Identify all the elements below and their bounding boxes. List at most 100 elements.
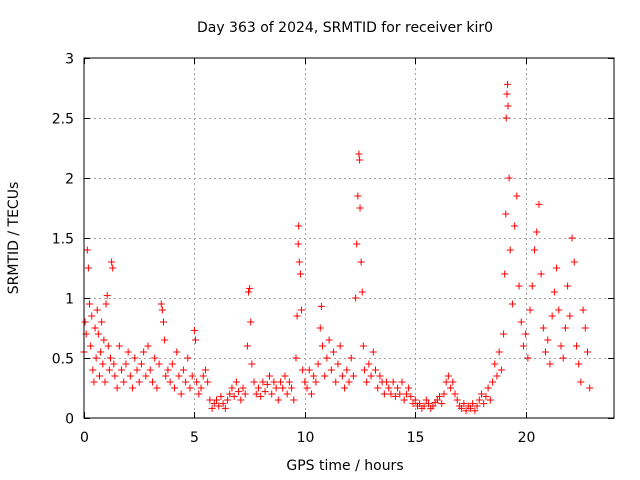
data-point bbox=[504, 102, 512, 110]
data-point bbox=[102, 300, 110, 308]
data-point bbox=[519, 342, 527, 350]
data-point bbox=[153, 384, 161, 392]
data-point bbox=[317, 302, 325, 310]
data-point bbox=[385, 384, 393, 392]
data-point bbox=[407, 392, 415, 400]
data-point bbox=[84, 264, 92, 272]
data-point bbox=[360, 366, 368, 374]
x-tick-label: 15 bbox=[407, 430, 425, 446]
data-point bbox=[396, 390, 404, 398]
data-point bbox=[325, 336, 333, 344]
data-point bbox=[108, 258, 116, 266]
data-point bbox=[173, 348, 181, 356]
data-point bbox=[471, 407, 479, 415]
data-point bbox=[247, 318, 255, 326]
data-point bbox=[402, 390, 410, 398]
data-point bbox=[387, 390, 395, 398]
data-point bbox=[503, 90, 511, 98]
data-point bbox=[400, 396, 408, 404]
data-point bbox=[270, 378, 278, 386]
data-point bbox=[466, 404, 474, 412]
data-point bbox=[323, 354, 331, 362]
y-tick-label: 1.5 bbox=[52, 232, 74, 248]
data-point bbox=[279, 384, 287, 392]
data-point bbox=[171, 384, 179, 392]
data-point bbox=[283, 390, 291, 398]
data-point bbox=[356, 156, 364, 164]
data-point bbox=[182, 378, 190, 386]
data-point bbox=[332, 378, 340, 386]
data-point bbox=[257, 392, 265, 400]
data-point bbox=[210, 400, 218, 408]
data-point bbox=[142, 372, 150, 380]
data-point bbox=[458, 404, 466, 412]
data-point bbox=[524, 354, 532, 362]
data-point bbox=[146, 366, 154, 374]
x-tick-label: 0 bbox=[80, 430, 89, 446]
data-point bbox=[224, 396, 232, 404]
data-point bbox=[277, 378, 285, 386]
data-point bbox=[475, 396, 483, 404]
data-point bbox=[312, 378, 320, 386]
data-point bbox=[148, 378, 156, 386]
data-point bbox=[241, 390, 249, 398]
data-point bbox=[550, 288, 558, 296]
data-point bbox=[570, 258, 578, 266]
data-point bbox=[93, 306, 101, 314]
data-point bbox=[305, 366, 313, 374]
data-point bbox=[296, 270, 304, 278]
x-tick-label: 20 bbox=[518, 430, 536, 446]
data-point bbox=[505, 174, 513, 182]
data-point bbox=[288, 384, 296, 392]
data-point bbox=[559, 354, 567, 362]
data-point bbox=[369, 348, 377, 356]
data-point bbox=[131, 354, 139, 362]
data-point bbox=[160, 318, 167, 326]
y-tick-label: 1 bbox=[65, 292, 74, 308]
data-point bbox=[489, 378, 497, 386]
data-point bbox=[575, 360, 583, 368]
data-point bbox=[359, 342, 367, 350]
data-point bbox=[500, 330, 508, 338]
data-point bbox=[120, 378, 128, 386]
data-point bbox=[537, 270, 545, 278]
axis-ticks bbox=[84, 58, 614, 419]
data-point bbox=[310, 372, 318, 380]
grid-lines bbox=[84, 58, 614, 418]
data-point bbox=[405, 384, 413, 392]
data-point bbox=[86, 300, 94, 308]
data-point bbox=[444, 372, 452, 380]
data-point bbox=[411, 396, 419, 404]
data-point bbox=[274, 396, 282, 404]
data-point bbox=[110, 360, 118, 368]
data-point bbox=[581, 324, 589, 332]
data-point bbox=[250, 378, 258, 386]
data-point bbox=[151, 354, 159, 362]
data-point bbox=[486, 396, 494, 404]
data-point bbox=[299, 366, 307, 374]
data-point bbox=[266, 372, 273, 380]
data-point bbox=[564, 282, 572, 290]
y-tick-label: 2.5 bbox=[52, 112, 74, 128]
data-point bbox=[158, 306, 166, 314]
data-point bbox=[137, 360, 145, 368]
data-point bbox=[118, 366, 126, 374]
data-point bbox=[100, 336, 108, 344]
data-point bbox=[217, 392, 225, 400]
data-point bbox=[343, 366, 351, 374]
data-point bbox=[502, 210, 510, 218]
y-tick-label: 0 bbox=[65, 412, 74, 428]
data-point bbox=[491, 360, 499, 368]
data-point bbox=[126, 372, 134, 380]
data-point bbox=[281, 372, 289, 380]
data-point bbox=[162, 372, 170, 380]
data-point bbox=[353, 240, 361, 248]
data-point bbox=[235, 388, 243, 396]
data-point bbox=[105, 366, 113, 374]
data-point bbox=[319, 342, 326, 350]
data-point bbox=[383, 378, 391, 386]
data-point bbox=[232, 378, 240, 386]
data-point bbox=[226, 390, 234, 398]
data-point bbox=[122, 360, 130, 368]
data-point bbox=[365, 360, 373, 368]
